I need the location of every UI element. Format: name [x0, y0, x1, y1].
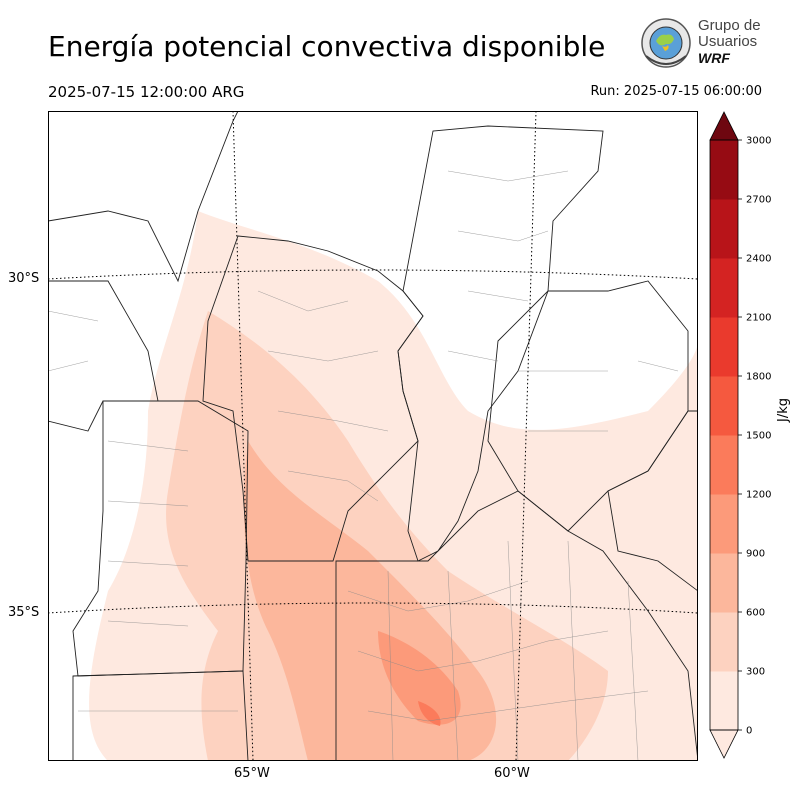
parallel-30s [48, 269, 698, 280]
map-title: Energía potencial convectiva disponible [48, 30, 606, 63]
colorbar-tick-label: 3000 [746, 136, 771, 147]
logo-line-3: WRF [698, 50, 730, 66]
lon-label-60w: 60°W [494, 766, 530, 781]
meridian-65w [232, 111, 254, 761]
colorbar-segment [710, 140, 738, 200]
logo-line-2: Usuarios [698, 33, 758, 50]
cape-map [48, 111, 698, 761]
border-uruguay [607, 410, 698, 592]
cape-field [89, 211, 698, 761]
department-lines [48, 170, 679, 761]
colorbar-units: J/kg [776, 398, 791, 422]
colorbar-tick-label: 1500 [746, 431, 771, 442]
colorbar-ticks: 0 300 600 900 1200 1500 1800 2100 2400 2700 3000 [738, 136, 771, 737]
border-santa-fe [397, 125, 604, 562]
valid-time: 2025-07-15 12:00:00 ARG [48, 83, 245, 101]
lat-label-30s: 30°S [8, 271, 40, 286]
cape-900-1200 [378, 631, 461, 725]
meridian-60w [515, 111, 537, 761]
cape-1200-1500 [418, 701, 441, 726]
lon-label-65w: 65°W [234, 766, 270, 781]
globe-logo-icon [641, 18, 691, 68]
colorbar-tick-label: 2400 [746, 254, 771, 265]
colorbar-tick-label: 2700 [746, 195, 771, 206]
colorbar-tick-label: 600 [746, 608, 765, 619]
border-north [48, 111, 239, 283]
borders [48, 111, 698, 761]
colorbar-tick-label: 0 [746, 726, 752, 737]
border-la-pampa [72, 670, 249, 761]
logo: Grupo de Usuarios WRF [638, 16, 768, 72]
colorbar-tick-label: 1800 [746, 372, 771, 383]
border-cordoba [202, 235, 424, 562]
parallel-35s [48, 602, 698, 614]
colorbar: 0 300 600 900 1200 1500 1800 2100 2400 2700 3000 [709, 111, 771, 759]
colorbar-segment [710, 317, 738, 377]
colorbar-segment [710, 494, 738, 554]
colorbar-tick-label: 2100 [746, 313, 771, 324]
colorbar-segment [710, 376, 738, 436]
colorbar-under-triangle [709, 729, 739, 759]
lat-label-35s: 35°S [8, 605, 40, 620]
colorbar-segment [710, 258, 738, 318]
colorbar-segment [710, 199, 738, 259]
border-mendoza [48, 280, 159, 432]
logo-line-1: Grupo de [698, 17, 761, 34]
border-buenos-aires [335, 490, 698, 761]
colorbar-tick-label: 900 [746, 549, 765, 560]
colorbar-tick-label: 1200 [746, 490, 771, 501]
colorbar-segment [710, 435, 738, 495]
logo-text: Grupo de Usuarios WRF [698, 17, 761, 67]
colorbar-segments [710, 140, 738, 731]
run-time: Run: 2025-07-15 06:00:00 [590, 84, 762, 99]
graticule [48, 111, 698, 761]
colorbar-tick-label: 300 [746, 667, 765, 678]
colorbar-segment [710, 553, 738, 613]
colorbar-segment [710, 671, 738, 731]
colorbar-segment [710, 612, 738, 672]
colorbar-over-triangle [709, 111, 739, 141]
